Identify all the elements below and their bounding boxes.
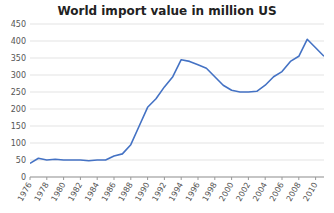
x-tick-label: 1994 bbox=[167, 181, 185, 203]
grid-line bbox=[30, 177, 324, 178]
x-tick-label: 1988 bbox=[117, 181, 135, 203]
x-tick-label: 1998 bbox=[201, 181, 219, 203]
grid-line bbox=[30, 92, 324, 93]
x-tick bbox=[130, 177, 131, 180]
x-tick bbox=[265, 177, 266, 180]
x-tick bbox=[198, 177, 199, 180]
y-tick-label: 200 bbox=[11, 105, 26, 114]
grid-line bbox=[30, 24, 324, 25]
x-tick-label: 1990 bbox=[134, 181, 152, 203]
y-tick-label: 250 bbox=[11, 88, 26, 97]
x-tick-label: 1992 bbox=[150, 181, 168, 203]
x-tick-label: 1984 bbox=[83, 181, 101, 203]
x-tick-label: 1976 bbox=[16, 181, 34, 203]
x-tick bbox=[97, 177, 98, 180]
x-tick-label: 2002 bbox=[234, 181, 252, 203]
x-tick-label: 2006 bbox=[268, 181, 286, 203]
x-tick bbox=[231, 177, 232, 180]
y-tick-label: 50 bbox=[16, 156, 26, 165]
x-tick bbox=[80, 177, 81, 180]
x-tick bbox=[315, 177, 316, 180]
x-tick-label: 1980 bbox=[50, 181, 68, 203]
x-tick bbox=[298, 177, 299, 180]
x-tick-label: 1986 bbox=[100, 181, 118, 203]
x-tick bbox=[30, 177, 31, 180]
title: World import value in million US bbox=[57, 4, 276, 18]
x-tick bbox=[63, 177, 64, 180]
y-tick-label: 150 bbox=[11, 122, 26, 131]
grid-line bbox=[30, 126, 324, 127]
x-tick-label: 1996 bbox=[184, 181, 202, 203]
x-tick-label: 2010 bbox=[302, 181, 320, 203]
plot-area bbox=[30, 39, 324, 163]
x-tick bbox=[46, 177, 47, 180]
y-tick-label: 100 bbox=[11, 139, 26, 148]
grid-line bbox=[30, 75, 324, 76]
y-tick-label: 350 bbox=[11, 54, 26, 63]
grid-line bbox=[30, 58, 324, 59]
line bbox=[30, 39, 324, 163]
x-tick bbox=[114, 177, 115, 180]
x-tick bbox=[214, 177, 215, 180]
x-tick bbox=[147, 177, 148, 180]
grid-line bbox=[30, 41, 324, 42]
x-tick-label: 2004 bbox=[251, 181, 269, 203]
x-tick-label: 2008 bbox=[285, 181, 303, 203]
x-tick-label: 2000 bbox=[218, 181, 236, 203]
grid-line bbox=[30, 143, 324, 144]
y-tick-label: 300 bbox=[11, 71, 26, 80]
x-tick bbox=[248, 177, 249, 180]
chart-container: World import value in million US05010015… bbox=[0, 0, 334, 213]
chart: World import value in million US05010015… bbox=[0, 0, 334, 213]
y-tick-label: 400 bbox=[11, 37, 26, 46]
x-axis-line bbox=[30, 177, 324, 178]
x-tick bbox=[282, 177, 283, 180]
x-tick-label: 1978 bbox=[33, 181, 51, 203]
x-tick bbox=[164, 177, 165, 180]
grid-line bbox=[30, 109, 324, 110]
x-tick bbox=[181, 177, 182, 180]
x-tick-label: 1982 bbox=[66, 181, 84, 203]
y-grid bbox=[30, 24, 324, 177]
y-tick-label: 450 bbox=[11, 20, 26, 29]
